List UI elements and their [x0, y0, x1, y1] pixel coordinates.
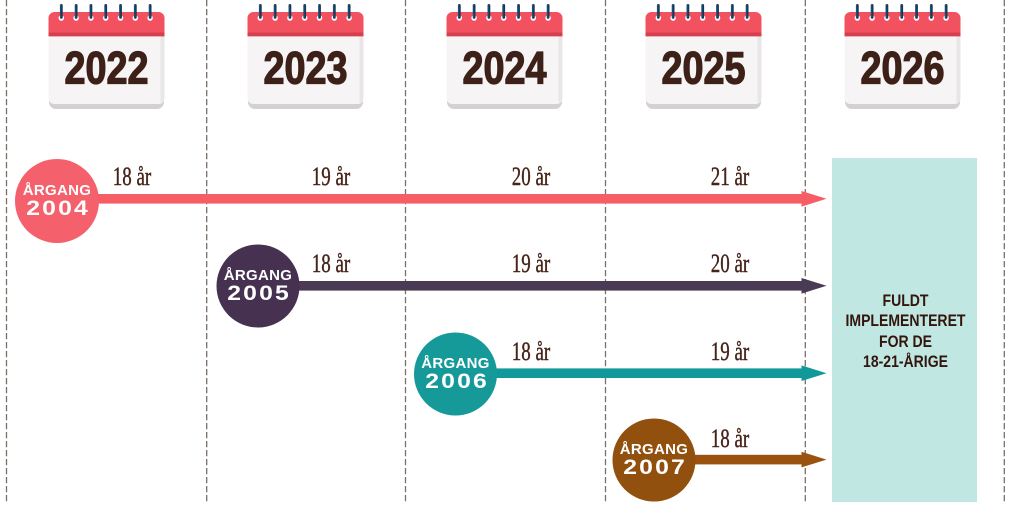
svg-text:2026: 2026	[861, 42, 945, 93]
svg-text:2022: 2022	[65, 42, 149, 93]
svg-text:2023: 2023	[264, 42, 348, 93]
svg-text:2024: 2024	[463, 42, 548, 93]
svg-text:2025: 2025	[662, 42, 746, 93]
